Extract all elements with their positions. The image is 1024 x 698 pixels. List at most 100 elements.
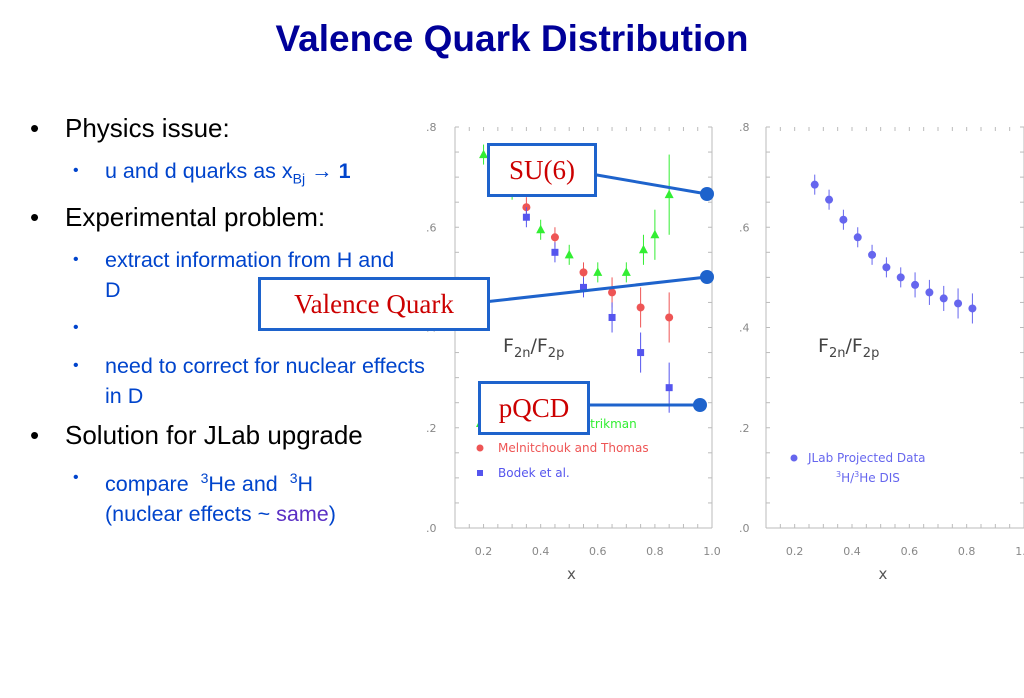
same-word: same bbox=[276, 502, 329, 527]
data-point-square bbox=[551, 248, 559, 256]
data-point-circle bbox=[608, 288, 617, 297]
pqcd-connector-dot bbox=[693, 398, 707, 412]
legend-marker-circle bbox=[790, 454, 798, 462]
plot-label: F2n/F2p bbox=[818, 335, 879, 361]
legend-label: JLab Projected Data bbox=[807, 451, 926, 465]
legend-label-part: He DIS bbox=[859, 471, 900, 485]
x-tick-label: 0.8 bbox=[958, 545, 976, 558]
x-tick-label: 0.2 bbox=[786, 545, 804, 558]
data-point-triangle bbox=[593, 267, 603, 276]
callout-su6: SU(6) bbox=[487, 143, 597, 197]
callout-valence-quark: Valence Quark bbox=[258, 277, 490, 331]
x-tick-label: 0.4 bbox=[843, 545, 861, 558]
bullet-text: Experimental problem: bbox=[65, 202, 326, 233]
callout-pqcd: pQCD bbox=[478, 381, 590, 435]
bullet-dot: • bbox=[30, 202, 40, 233]
data-point-triangle bbox=[621, 267, 631, 276]
x-tick-label: 0.6 bbox=[589, 545, 607, 558]
plot-label-part: /F bbox=[845, 335, 862, 357]
data-point-circle bbox=[896, 273, 905, 282]
data-point-circle bbox=[968, 304, 977, 313]
data-point-circle bbox=[825, 195, 834, 204]
plot-label-subscript: 2n bbox=[829, 346, 846, 361]
bullet-text: Solution for JLab upgrade bbox=[65, 420, 363, 451]
legend-label: 3H/3He DIS bbox=[836, 470, 900, 485]
valence-connector-line bbox=[483, 275, 708, 304]
superscript: 3 bbox=[200, 470, 209, 487]
data-point-circle bbox=[665, 313, 674, 322]
data-point-circle bbox=[579, 268, 588, 277]
plot-label-part: /F bbox=[530, 335, 547, 357]
legend-label: Bodek et al. bbox=[498, 466, 570, 480]
chart-panel-2 bbox=[765, 126, 1024, 529]
data-point-triangle bbox=[564, 249, 574, 259]
data-point-circle bbox=[939, 294, 948, 303]
subscript-bj: Bj bbox=[292, 170, 306, 187]
data-point-circle bbox=[868, 250, 877, 259]
data-point-triangle bbox=[664, 189, 674, 199]
superscript: 3 bbox=[289, 470, 298, 487]
data-point-circle bbox=[954, 299, 963, 308]
legend-marker-circle bbox=[476, 444, 484, 452]
chart-panel-1 bbox=[454, 126, 713, 529]
sub-bullet-text: compare bbox=[105, 472, 189, 497]
y-tick-label: .8 bbox=[426, 121, 437, 134]
bullet-dot: • bbox=[73, 162, 79, 179]
legend-label: Melnitchouk and Thomas bbox=[498, 441, 649, 455]
y-tick-label: .6 bbox=[739, 221, 750, 234]
legend-superscript: 3 bbox=[854, 470, 859, 479]
x-tick-label: 0.2 bbox=[475, 545, 493, 558]
x-tick-label: 1.0 bbox=[703, 545, 721, 558]
su6-connector-dot bbox=[700, 187, 714, 201]
data-point-circle bbox=[853, 233, 862, 242]
y-tick-label: .0 bbox=[426, 522, 437, 535]
plot-label-part: F bbox=[818, 335, 829, 357]
y-tick-label: .2 bbox=[739, 422, 750, 435]
data-point-circle bbox=[810, 180, 819, 189]
bullet-dot: • bbox=[73, 469, 79, 487]
bullet-dot: • bbox=[73, 319, 79, 337]
x-tick-label: 0.6 bbox=[901, 545, 919, 558]
bullet-physics-issue: • Physics issue: bbox=[30, 112, 430, 144]
legend-superscript: 3 bbox=[836, 470, 841, 479]
arrow-to-one: → 1 bbox=[311, 159, 351, 183]
slide-title: Valence Quark Distribution bbox=[275, 18, 749, 59]
bullet-dot: • bbox=[73, 357, 79, 375]
bullet-dot: • bbox=[73, 251, 79, 269]
sub-bullet-nuclear: • need to correct for nuclear effects in … bbox=[60, 351, 425, 411]
bullet-solution: • Solution for JLab upgrade bbox=[30, 419, 430, 451]
data-point-triangle bbox=[650, 229, 660, 239]
data-point-triangle bbox=[638, 244, 648, 254]
x-tick-label: 1.0 bbox=[1015, 545, 1024, 558]
su6-connector-line bbox=[590, 172, 708, 196]
sub-bullet-text: u and d quarks as x bbox=[105, 159, 293, 183]
y-tick-label: .6 bbox=[426, 221, 437, 234]
data-point-circle bbox=[911, 280, 920, 289]
y-tick-label: .2 bbox=[426, 422, 437, 435]
sub-bullet-text: H bbox=[297, 472, 314, 497]
x-tick-label: 0.8 bbox=[646, 545, 664, 558]
data-point-square bbox=[608, 313, 616, 321]
bullet-text: Physics issue: bbox=[65, 113, 230, 143]
data-point-triangle bbox=[479, 149, 489, 159]
data-point-circle bbox=[925, 288, 934, 297]
data-point-square bbox=[522, 213, 530, 221]
plot-label-subscript: 2p bbox=[863, 346, 880, 361]
x-tick-label: 0.4 bbox=[532, 545, 550, 558]
y-tick-label: .8 bbox=[739, 121, 750, 134]
valence-connector-dot bbox=[700, 270, 714, 284]
y-tick-label: .4 bbox=[739, 322, 750, 335]
sub-bullet-extract: • extract information from H and D bbox=[60, 245, 395, 305]
data-point-circle bbox=[839, 215, 848, 224]
sub-bullet-compare: • compare 3He and 3H (nuclear effects ~ sa… bbox=[60, 463, 425, 529]
plot-label-subscript: 2n bbox=[514, 346, 531, 361]
bullet-dot: • bbox=[30, 420, 40, 451]
x-axis-label: x bbox=[879, 565, 888, 583]
plot-label-subscript: 2p bbox=[548, 346, 565, 361]
data-point-square bbox=[580, 283, 587, 291]
data-point-triangle bbox=[536, 224, 546, 234]
sub-bullet-text: need to correct for nuclear effects in D bbox=[105, 354, 425, 409]
sub-bullet-text: extract information from H and D bbox=[105, 248, 395, 303]
y-tick-label: .0 bbox=[739, 522, 750, 535]
